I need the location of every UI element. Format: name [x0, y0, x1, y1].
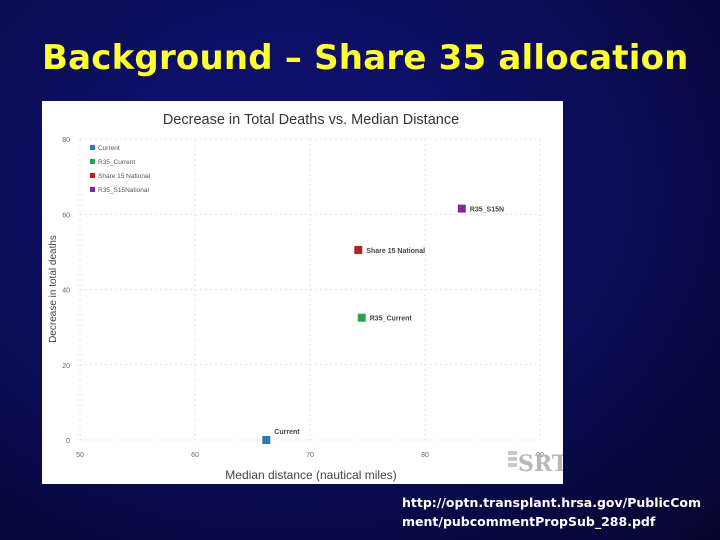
srtr-logo: SRTR — [508, 451, 563, 477]
data-label: Current — [274, 429, 300, 436]
legend: Current R35_Current Share 15 National R35_S… — [90, 145, 151, 194]
y-tick-label: 60 — [62, 212, 70, 219]
chart-title: Decrease in Total Deaths vs. Median Dist… — [163, 112, 459, 128]
data-point — [356, 312, 367, 323]
data-label: R35_S15N — [470, 207, 504, 214]
data-point — [261, 435, 272, 445]
legend-swatch — [90, 173, 95, 178]
x-tick-label: 90 — [536, 452, 544, 459]
legend-label: R35_S15National — [98, 187, 150, 194]
x-tick-label: 70 — [306, 452, 314, 459]
x-tick-label: 60 — [191, 452, 199, 459]
legend-swatch — [90, 145, 95, 150]
data-point — [353, 244, 364, 255]
legend-label: Current — [98, 145, 120, 152]
x-axis-label: Median distance (nautical miles) — [225, 468, 396, 482]
y-tick-label: 0 — [66, 438, 70, 445]
x-tick-label: 80 — [421, 452, 429, 459]
legend-swatch — [90, 159, 95, 164]
y-tick-label: 80 — [62, 137, 70, 144]
slide-title: Background – Share 35 allocation — [42, 38, 689, 78]
x-tick-label: 50 — [76, 452, 84, 459]
scatter-chart: Decrease in Total Deaths vs. Median Dist… — [48, 112, 563, 482]
source-link[interactable]: http://optn.transplant.hrsa.gov/PublicCo… — [402, 495, 701, 529]
data-label: Share 15 National — [366, 248, 425, 255]
chart-image: Decrease in Total Deaths vs. Median Dist… — [42, 101, 563, 484]
legend-swatch — [90, 187, 95, 192]
grid — [79, 138, 541, 441]
y-tick-label: 20 — [62, 363, 70, 370]
y-axis-label: Decrease in total deaths — [48, 235, 59, 343]
data-point — [456, 203, 467, 214]
axis-ticks: 0 20 40 60 80 50 60 70 80 90 — [62, 137, 544, 459]
legend-label: R35_Current — [98, 159, 135, 166]
legend-label: Share 15 National — [98, 173, 151, 180]
y-tick-label: 40 — [62, 288, 70, 295]
data-label: R35_Current — [370, 316, 413, 323]
logo-text: SRTR — [518, 451, 563, 477]
data-points: Current R35_Current Share 15 National R35_S… — [261, 203, 504, 445]
